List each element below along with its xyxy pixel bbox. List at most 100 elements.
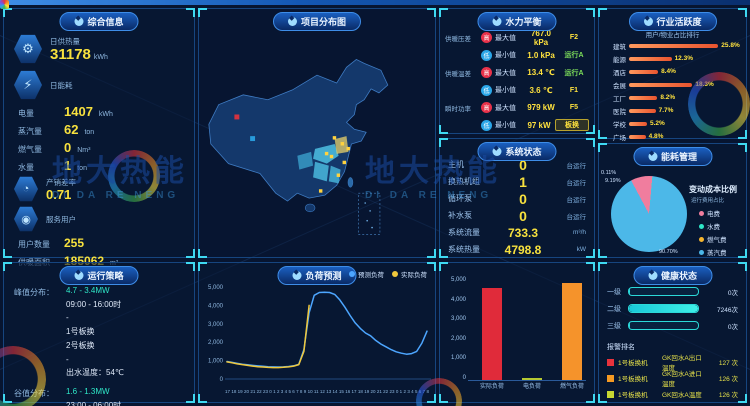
- x-tick-label: 23: [262, 389, 268, 394]
- highlight-province[interactable]: [328, 165, 341, 184]
- project-marker[interactable]: [336, 173, 341, 177]
- legend-label: 蒸汽费: [707, 250, 727, 257]
- project-marker[interactable]: [318, 189, 323, 193]
- hydraulic-value: 3.6 ℃: [529, 85, 553, 95]
- hydraulic-tag: F1: [569, 86, 579, 94]
- x-tick-label: 16: [345, 389, 351, 394]
- alarm-count: 127 次: [718, 360, 738, 367]
- hydraulic-row-label: 最大值: [495, 104, 516, 112]
- daily-heat-value: 31178: [50, 45, 91, 63]
- legend-label: 实际负荷: [401, 272, 427, 279]
- strategy-group-lines: 4.7 - 3.4MW 09:00 - 16:00时 - 1号板换 2号板换 - 出水温度：…: [66, 286, 124, 378]
- metric-unit: ton: [84, 129, 95, 136]
- system-row-unit: 台运行: [566, 162, 587, 170]
- legend-label: 电费: [707, 211, 720, 218]
- project-marker[interactable]: [329, 154, 334, 159]
- service-users-label: 服务用户: [46, 214, 76, 224]
- x-tick-label: 6: [292, 389, 295, 394]
- health-level-value: 7246次: [717, 306, 738, 314]
- panel-consumption: 5,000 4,000 3,000 2,000 1,000 0 实际负荷 电负荷 燃气负荷: [439, 262, 595, 403]
- system-row-label: 系统流量: [448, 228, 480, 237]
- project-marker[interactable]: [342, 160, 347, 165]
- health-level-fill: [629, 322, 631, 329]
- alarm-device: 1号板换机: [618, 376, 648, 383]
- panel-energy-title-pill[interactable]: 能耗管理: [632, 147, 713, 166]
- hydraulic-row-label: 最小值: [495, 87, 516, 95]
- panel-strategy-title-pill[interactable]: 运行策略: [59, 266, 139, 285]
- south-sea-inset: [358, 192, 381, 235]
- project-marker[interactable]: [324, 151, 329, 156]
- taiwan-island[interactable]: [347, 177, 354, 188]
- hydraulic-value: 1.0 kPa: [527, 50, 555, 60]
- metric-row: 电量 1407 kWh: [4, 103, 194, 121]
- map-marker[interactable]: [234, 114, 240, 120]
- project-marker[interactable]: [346, 146, 350, 151]
- alarm-count: 126 次: [718, 392, 738, 399]
- health-level-row: 二级 7246次: [599, 300, 746, 317]
- highlight-province[interactable]: [297, 151, 314, 170]
- metric-value: 255: [64, 236, 85, 250]
- panel-hydraulic-title-pill[interactable]: 水力平衡: [477, 12, 557, 31]
- series-line-实际负荷: [226, 304, 310, 369]
- china-landmass[interactable]: [208, 58, 389, 202]
- health-level-value: 0次: [727, 289, 738, 297]
- industry-bar-row: 建筑 25.8%: [599, 39, 746, 52]
- x-tick-label: 9: [303, 389, 307, 394]
- system-row: 循环泵 0 台运行: [440, 190, 594, 207]
- metric-row: 蒸汽量 62 ton: [4, 121, 194, 139]
- legend-dot: [699, 249, 704, 255]
- alarm-description: GK回水A进口温度: [662, 371, 702, 388]
- x-tick-label: 12: [319, 389, 325, 394]
- hainan-island[interactable]: [304, 203, 316, 213]
- hydraulic-value: 767.0 kPa: [530, 28, 552, 47]
- health-level-fill: [629, 288, 631, 295]
- pie-center-sub: 运行费用占比: [691, 198, 725, 204]
- panel-summary-title-pill[interactable]: 综合信息: [59, 12, 139, 31]
- y-tick-label: 4,000: [450, 296, 466, 303]
- legend-item: 实际负荷: [392, 269, 427, 279]
- panel-industry-title-pill[interactable]: 行业活跃度: [628, 12, 717, 31]
- strategy-line: 1.6 - 1.3MW: [66, 387, 110, 396]
- project-marker[interactable]: [340, 142, 345, 146]
- health-level-row: 一级 0次: [599, 283, 746, 300]
- pie-center-title: 变动成本比例: [689, 185, 737, 194]
- panel-system: 系统状态 主机0台运行换热机组1台运行循环泵0台运行补水泵0台运行系统流量733…: [439, 138, 595, 258]
- x-tick-label: 实际负荷: [479, 384, 504, 390]
- x-tick-label: 20: [370, 389, 376, 394]
- column-bar: [522, 378, 542, 380]
- panel-forecast-title-pill[interactable]: 负荷预测: [277, 266, 357, 285]
- industry-bar-value: 18.3%: [695, 81, 714, 88]
- alarm-list: 1号板换机 GK回水A出口温度 127 次 1号板换机 GK回水A进口温度 126 次 1号…: [599, 354, 746, 402]
- x-tick-label: 19: [237, 389, 243, 394]
- x-tick-label: 8: [299, 389, 303, 394]
- column-bar: [482, 287, 502, 380]
- panel-map-title-pill[interactable]: 项目分布图: [272, 12, 362, 31]
- y-tick-label: 3,000: [208, 322, 224, 328]
- x-tick-label: 燃气负荷: [559, 384, 584, 390]
- y-tick-label: 4,000: [208, 303, 224, 309]
- industry-bar-value: 4.8%: [648, 133, 664, 140]
- alarm-rank-icon: [607, 390, 614, 398]
- panel-health-title-pill[interactable]: 健康状态: [632, 266, 713, 285]
- legend-dot: [392, 271, 398, 277]
- x-tick-label: 0: [395, 389, 399, 394]
- legend-item: 水费: [699, 221, 727, 231]
- industry-category-label: 建筑: [613, 43, 626, 51]
- hydraulic-row: 低最小值 97 kW 板换: [440, 117, 594, 135]
- forecast-line-chart: 5,000 4,000 3,000 2,000 1,000 0: [208, 285, 431, 383]
- panel-title: 行业活跃度: [656, 17, 702, 27]
- project-marker[interactable]: [332, 136, 337, 140]
- industry-bar-row: 学校 5.2%: [599, 117, 746, 130]
- china-map[interactable]: [199, 33, 435, 255]
- highlight-province[interactable]: [313, 161, 329, 182]
- metric-label: 电量: [18, 109, 34, 118]
- map-marker[interactable]: [250, 136, 256, 142]
- hydraulic-value: 97 kW: [527, 120, 551, 130]
- panel-system-title-pill[interactable]: 系统状态: [477, 142, 557, 161]
- alarm-row: 1号板换机 GK回水A温度 126 次: [599, 386, 746, 402]
- industry-bar-value: 8.2%: [660, 94, 676, 101]
- loss-rate-value: 0.71: [46, 186, 72, 202]
- hydraulic-row: 供暖压差 高最大值 767.0 kPa F2: [440, 29, 594, 47]
- gauge-icon: ◔: [14, 176, 38, 202]
